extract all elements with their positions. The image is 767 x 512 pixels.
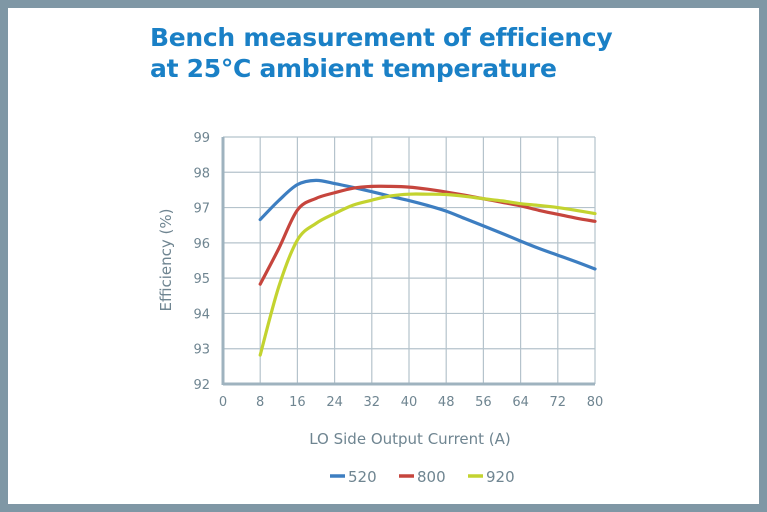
chart-frame: [8, 8, 759, 504]
legend-label-800: 800: [417, 468, 446, 486]
x-axis-label: LO Side Output Current (A): [309, 430, 511, 448]
y-tick-label: 95: [193, 272, 210, 287]
y-tick-label: 96: [193, 237, 210, 252]
x-tick-label: 40: [401, 395, 418, 410]
x-tick-label: 72: [550, 395, 567, 410]
y-tick-label: 92: [193, 378, 210, 393]
y-tick-label: 98: [193, 166, 210, 181]
x-tick-label: 32: [364, 395, 381, 410]
y-axis-label: Efficiency (%): [157, 209, 175, 312]
chart-title: Bench measurement of efficiency at 25°C …: [150, 22, 613, 84]
y-tick-label: 94: [193, 307, 210, 322]
series-line-520: [258, 178, 597, 271]
x-tick-label: 24: [326, 395, 343, 410]
title-line-1: Bench measurement of efficiency: [150, 23, 613, 52]
series-line-920: [258, 192, 597, 357]
x-tick-label: 48: [438, 395, 455, 410]
title-line-2: at 25°C ambient temperature: [150, 54, 557, 83]
x-tick-label: 80: [587, 395, 604, 410]
legend-label-920: 920: [486, 468, 515, 486]
legend-label-520: 520: [348, 468, 377, 486]
x-tick-label: 64: [512, 395, 529, 410]
x-tick-label: 16: [289, 395, 306, 410]
x-tick-label: 0: [219, 395, 227, 410]
y-tick-label: 99: [193, 131, 210, 146]
x-tick-label: 8: [256, 395, 264, 410]
x-tick-label: 56: [475, 395, 492, 410]
y-tick-label: 93: [193, 343, 210, 358]
series-line-800: [258, 184, 597, 286]
y-tick-label: 97: [193, 202, 210, 217]
